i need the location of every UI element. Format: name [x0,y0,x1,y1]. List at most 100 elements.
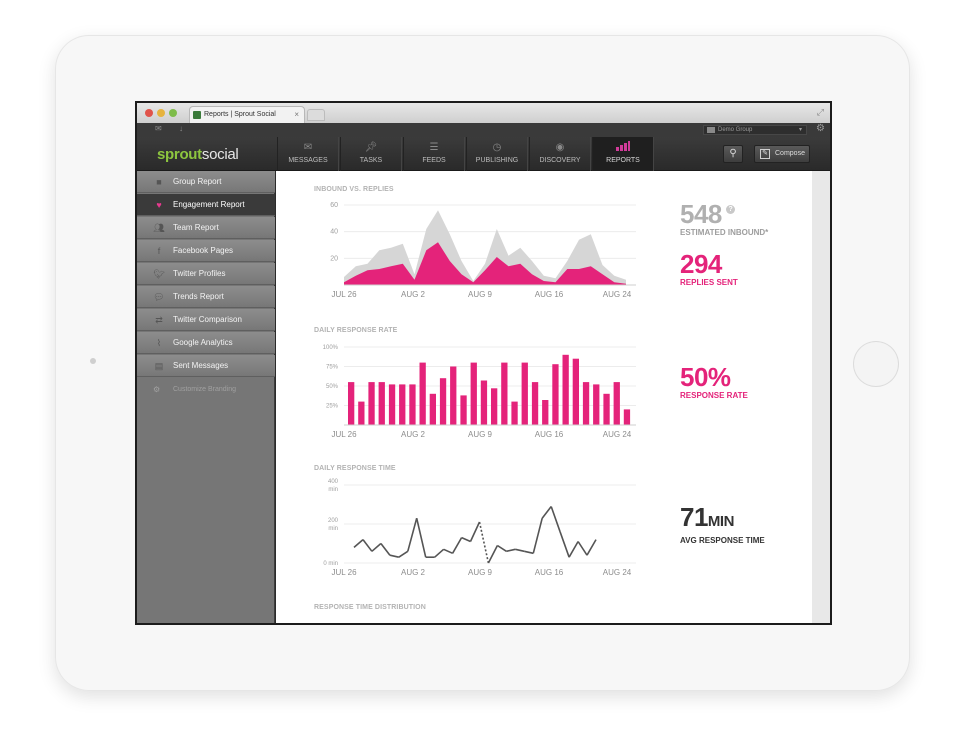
home-button[interactable] [853,341,899,387]
sidebar-item-trends-report[interactable]: 💬︎ Trends Report [137,286,275,308]
avg-response-time-value: 71 [680,502,708,532]
tab-title: Reports | Sprout Social [204,111,276,118]
sidebar-item-engagement-report[interactable]: ♥ Engagement Report [137,194,275,216]
sidebar-item-team-report[interactable]: 👥︎ Team Report [137,217,275,239]
rate-bar [511,401,518,425]
sidebar-item-sent-messages[interactable]: ▤ Sent Messages [137,355,275,377]
zoom-window-icon[interactable] [169,109,177,117]
rate-bar [419,362,426,425]
sent-icon: ▤ [154,361,164,371]
y-tick-label: 75% [326,365,339,371]
sidebar-item-label: Team Report [173,223,219,232]
rate-bar [613,382,620,425]
x-tick-label: JUL 26 [331,430,357,439]
browser-tab[interactable]: Reports | Sprout Social × [189,106,305,123]
rate-bar [358,401,365,425]
sidebar-item-label: Trends Report [173,292,224,301]
nav-reports[interactable]: REPORTS [592,137,654,171]
rate-bar [521,362,528,425]
nav-messages[interactable]: ✉ MESSAGES [277,137,339,171]
rate-bar [429,393,436,425]
envelope-icon: ✉ [303,142,313,153]
x-tick-label: AUG 9 [468,430,493,439]
sidebar-item-label: Facebook Pages [173,246,234,255]
nav-label: REPORTS [606,157,640,164]
sprout-favicon-icon [193,111,201,119]
sidebar-item-facebook-pages[interactable]: f Facebook Pages [137,240,275,262]
section-title-inbound: INBOUND VS. REPLIES [314,186,394,193]
inbox-icon[interactable]: ✉ [155,124,162,133]
nav-publishing[interactable]: ◷ PUBLISHING [466,137,528,171]
response-time-segment [389,554,399,558]
response-time-segment [532,518,543,554]
rate-bar [378,382,385,425]
response-time-segment [380,543,391,556]
nav-tasks[interactable]: 📌︎ TASKS [340,137,402,171]
team-icon: 👥︎ [153,223,165,233]
rate-bar [593,384,600,425]
sidebar-item-twitter-comparison[interactable]: ⇄ Twitter Comparison [137,309,275,331]
download-icon[interactable]: ↓ [179,124,183,133]
fullscreen-icon[interactable]: ⤢ [816,107,824,117]
response-rate-value: 50% [680,362,731,392]
y-tick-label: 20 [330,255,338,262]
nav-feeds[interactable]: ☰ FEEDS [403,137,465,171]
content-scrollbar[interactable] [812,171,830,623]
response-time-segment [487,545,499,564]
y-tick-label: 400 [328,479,339,485]
estimated-inbound-stat: 548? ESTIMATED INBOUND* [680,201,768,237]
new-tab-button[interactable] [307,109,325,121]
response-time-segment [524,550,534,555]
nav-label: MESSAGES [288,157,328,164]
sidebar-item-label: Twitter Comparison [173,315,242,324]
search-button[interactable]: ⚲ [723,145,743,163]
compare-icon: ⇄ [155,315,163,325]
rate-bar [399,384,406,425]
close-window-icon[interactable] [145,109,153,117]
twitter-icon: 🐦︎ [153,269,165,279]
compose-label: Compose [775,150,805,157]
gear-icon[interactable]: ⚙ [816,123,825,134]
speech-icon: 💬︎ [153,292,165,302]
nav-label: PUBLISHING [475,157,519,164]
response-time-gap-segment [478,521,490,564]
minimize-window-icon[interactable] [157,109,165,117]
tab-close-icon[interactable]: × [294,110,299,119]
info-icon[interactable]: ? [725,205,735,214]
y-tick-label: 50% [326,384,339,390]
response-time-segment [443,548,453,555]
analytics-icon: ⌇ [156,338,162,348]
nav-discovery[interactable]: ◉ DISCOVERY [529,137,591,171]
y-tick-label: 200 [328,518,339,524]
sprout-social-logo[interactable]: sproutsocial [157,146,239,163]
group-select[interactable]: Demo Group ▾ [703,125,807,135]
clock-icon: ◷ [492,142,502,153]
response-time-segment [407,517,418,552]
sidebar-item-twitter-profiles[interactable]: 🐦︎ Twitter Profiles [137,263,275,285]
daily-response-rate-chart: 100% 75% 50% 25% JUL 26 AUG 2 AUG 9 AUG 16 AUG 2… [323,345,636,439]
response-time-segment [371,542,382,552]
compose-button[interactable]: ✎ Compose [754,145,810,163]
x-tick-label: AUG 2 [401,290,426,299]
group-select-value: Demo Group [718,127,753,133]
sidebar-item-google-analytics[interactable]: ⌇ Google Analytics [137,332,275,354]
app-screen: Reports | Sprout Social × ⤢ ✉ ↓ Demo Gro… [135,101,832,625]
rate-bar [348,382,355,425]
estimated-inbound-label: ESTIMATED INBOUND* [680,228,769,237]
x-tick-label: AUG 2 [401,430,426,439]
avg-response-time-stat: 71MIN AVG RESPONSE TIME [680,504,765,545]
sidebar-item-group-report[interactable]: ■ Group Report [137,171,275,193]
gear-icon: ⚙ [153,385,161,394]
customize-branding-link[interactable]: ⚙ Customize Branding [137,381,275,399]
replies-area [344,242,626,285]
rate-bar [623,409,631,425]
browser-chrome: Reports | Sprout Social × ⤢ [137,103,830,123]
rate-bar [368,382,375,425]
rate-bar [603,393,610,425]
sidebar-item-label: Group Report [173,177,222,186]
section-title-distribution: RESPONSE TIME DISTRIBUTION [314,604,426,611]
y-tick-label: 100% [323,345,339,351]
inbound-vs-replies-chart: 60 40 20 JUL 26 AUG 2 AUG 9 AUG 16 AUG 24 [330,202,636,299]
response-time-segment [434,548,445,558]
